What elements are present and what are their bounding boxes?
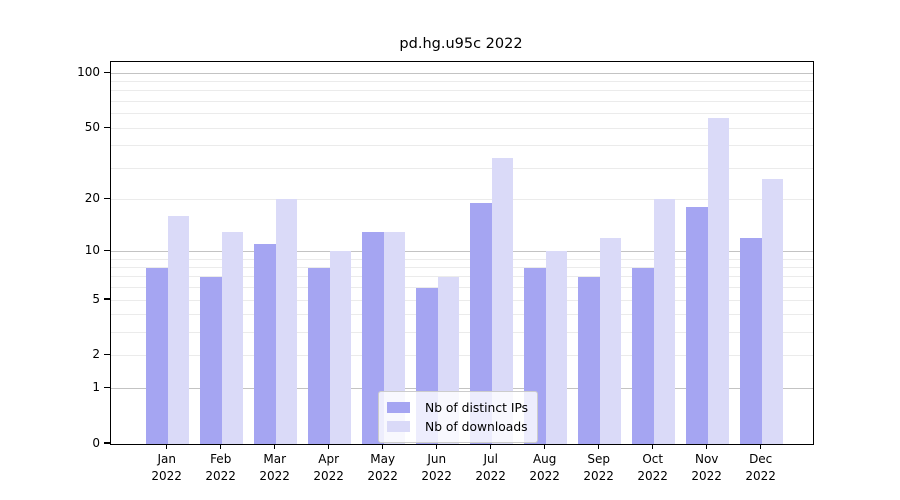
bar-distinct-ips-oct <box>632 267 654 444</box>
x-tick-label-nov: Nov 2022 <box>691 452 722 483</box>
bar-distinct-ips-dec <box>740 237 762 444</box>
y-tick-label-2: 2 <box>92 347 100 362</box>
x-tick-jul <box>490 444 492 449</box>
y-tick-5 <box>104 298 110 300</box>
bar-downloads-mar <box>275 199 298 444</box>
legend: Nb of distinct IPs Nb of downloads <box>378 391 539 443</box>
bar-downloads-dec <box>761 179 784 444</box>
y-tick-2 <box>104 354 110 356</box>
x-tick-label-feb: Feb 2022 <box>205 452 236 483</box>
gridline-100 <box>111 72 813 74</box>
legend-item-distinct-ips: Nb of distinct IPs <box>387 398 528 417</box>
x-tick-label-jul: Jul 2022 <box>475 452 506 483</box>
bar-downloads-jan <box>167 216 190 444</box>
x-tick-jan <box>166 444 168 449</box>
gridline-6 <box>111 287 813 289</box>
y-tick-label-100: 100 <box>77 64 100 79</box>
gridline-70 <box>111 101 813 102</box>
gridline-7 <box>111 276 813 278</box>
x-tick-label-sep: Sep 2022 <box>583 452 614 483</box>
y-tick-100 <box>104 71 110 73</box>
bar-distinct-ips-sep <box>578 276 600 444</box>
x-tick-label-jan: Jan 2022 <box>151 452 182 483</box>
x-tick-aug <box>544 444 546 449</box>
bar-distinct-ips-feb <box>200 276 222 444</box>
y-tick-20 <box>104 197 110 200</box>
bar-downloads-jul <box>491 158 514 444</box>
x-tick-oct <box>652 444 654 449</box>
gridline-60 <box>111 113 813 115</box>
y-tick-label-50: 50 <box>84 119 100 134</box>
bar-distinct-ips-nov <box>686 207 708 444</box>
gridline-8 <box>111 267 813 268</box>
gridline-1 <box>111 387 813 389</box>
y-tick-0 <box>104 442 110 444</box>
x-tick-mar <box>274 444 276 449</box>
gridline-20 <box>111 198 813 200</box>
x-tick-label-oct: Oct 2022 <box>637 452 668 483</box>
x-tick-label-jun: Jun 2022 <box>421 452 452 483</box>
y-tick-1 <box>104 386 110 388</box>
y-tick-label-10: 10 <box>84 242 100 257</box>
x-tick-nov <box>706 444 708 449</box>
x-tick-sep <box>598 444 600 449</box>
gridline-30 <box>111 167 813 169</box>
plot-area <box>110 61 814 445</box>
x-tick-label-dec: Dec 2022 <box>745 452 776 483</box>
x-tick-label-apr: Apr 2022 <box>313 452 344 483</box>
gridline-10 <box>111 250 813 252</box>
bar-downloads-nov <box>707 117 730 444</box>
gridline-40 <box>111 145 813 147</box>
x-tick-dec <box>760 444 762 449</box>
y-tick-50 <box>104 126 110 128</box>
legend-item-downloads: Nb of downloads <box>387 417 528 436</box>
y-tick-label-5: 5 <box>92 291 100 306</box>
y-tick-label-1: 1 <box>92 379 100 394</box>
y-tick-label-20: 20 <box>84 190 100 205</box>
x-tick-label-may: May 2022 <box>367 452 398 483</box>
gridline-9 <box>111 258 813 260</box>
gridline-4 <box>111 314 813 316</box>
bar-distinct-ips-jul <box>470 203 492 444</box>
gridline-2 <box>111 355 813 357</box>
gridline-90 <box>111 81 813 83</box>
legend-swatch-distinct-ips <box>387 402 410 413</box>
bar-distinct-ips-jan <box>146 267 168 444</box>
gridline-5 <box>111 299 813 301</box>
x-tick-label-aug: Aug 2022 <box>529 452 560 483</box>
gridline-80 <box>111 90 813 92</box>
legend-swatch-downloads <box>387 421 410 432</box>
x-tick-may <box>382 444 384 449</box>
chart-title: pd.hg.u95c 2022 <box>399 36 523 52</box>
bar-distinct-ips-apr <box>308 267 330 444</box>
y-tick-10 <box>104 249 110 251</box>
x-tick-apr <box>328 444 330 449</box>
x-tick-feb <box>220 444 222 449</box>
bar-downloads-feb <box>221 232 244 444</box>
bar-downloads-aug <box>545 251 568 444</box>
bar-downloads-sep <box>599 237 622 444</box>
gridline-3 <box>111 332 813 334</box>
y-tick-label-0: 0 <box>92 435 100 450</box>
legend-label-distinct-ips: Nb of distinct IPs <box>425 400 529 415</box>
bar-downloads-apr <box>329 251 352 444</box>
bar-distinct-ips-mar <box>254 244 276 444</box>
x-tick-label-mar: Mar 2022 <box>259 452 290 483</box>
gridline-50 <box>111 127 813 129</box>
legend-label-downloads: Nb of downloads <box>425 419 528 434</box>
bar-downloads-oct <box>653 199 676 444</box>
x-tick-jun <box>436 444 438 449</box>
